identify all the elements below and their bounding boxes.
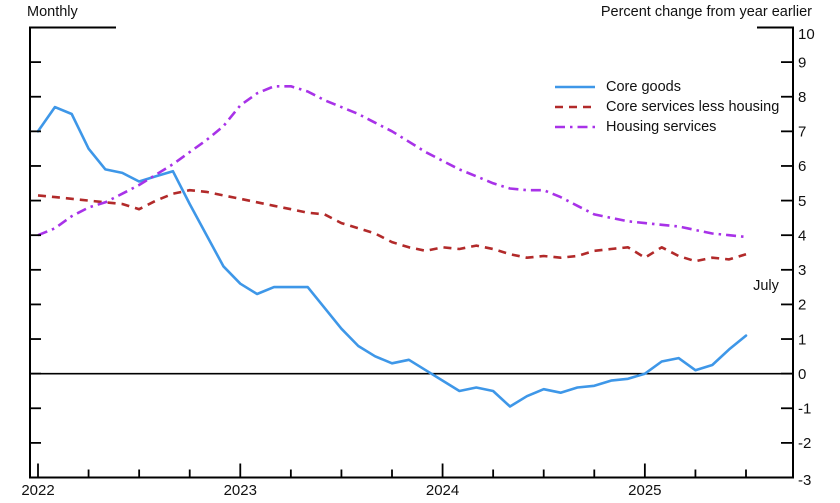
legend-line-sample-solid (555, 85, 595, 89)
y-axis-tick-label: 9 (798, 54, 806, 71)
x-axis-year-label: 2022 (21, 482, 54, 499)
series-line-core-services-less-housing (37, 188, 747, 263)
legend-label: Core goods (606, 79, 681, 95)
y-axis-tick-label: 8 (798, 89, 806, 106)
y-axis-tick-label: 6 (798, 158, 806, 175)
frequency-label: Monthly (27, 4, 78, 20)
x-axis-year-label: 2024 (426, 482, 459, 499)
legend-label: Housing services (606, 119, 717, 135)
y-axis-tick-label: 2 (798, 297, 806, 314)
y-axis-tick-label: 7 (798, 124, 806, 141)
y-axis-tick-label: -1 (798, 401, 811, 418)
x-axis-year-label: 2025 (628, 482, 661, 499)
y-axis-tick-label: -2 (798, 435, 811, 452)
legend-item-core-services: Core services less housing (553, 97, 779, 117)
legend-item-housing-services: Housing services (553, 117, 779, 137)
y-axis-tick-label: 0 (798, 366, 806, 383)
legend-item-core-goods: Core goods (553, 77, 779, 97)
y-axis-tick-label: 3 (798, 262, 806, 279)
last-observation-annotation: July (753, 278, 779, 294)
series-line-core-goods (36, 105, 748, 408)
legend-label: Core services less housing (606, 99, 780, 115)
chart-legend: Core goods Core services less housing Ho… (553, 77, 779, 137)
legend-line-sample-dashed (555, 105, 595, 109)
y-axis-tick-label: 5 (798, 193, 806, 210)
x-axis-year-label: 2023 (224, 482, 257, 499)
y-axis-tick-label: 4 (798, 227, 806, 244)
legend-line-sample-dashdot (555, 125, 595, 129)
y-axis-tick-label: 1 (798, 331, 806, 348)
y-axis-tick-label: -3 (798, 472, 811, 489)
series-line-housing-services (37, 85, 747, 239)
y-axis-tick-label: 10 (798, 26, 815, 43)
unit-label: Percent change from year earlier (600, 4, 812, 20)
